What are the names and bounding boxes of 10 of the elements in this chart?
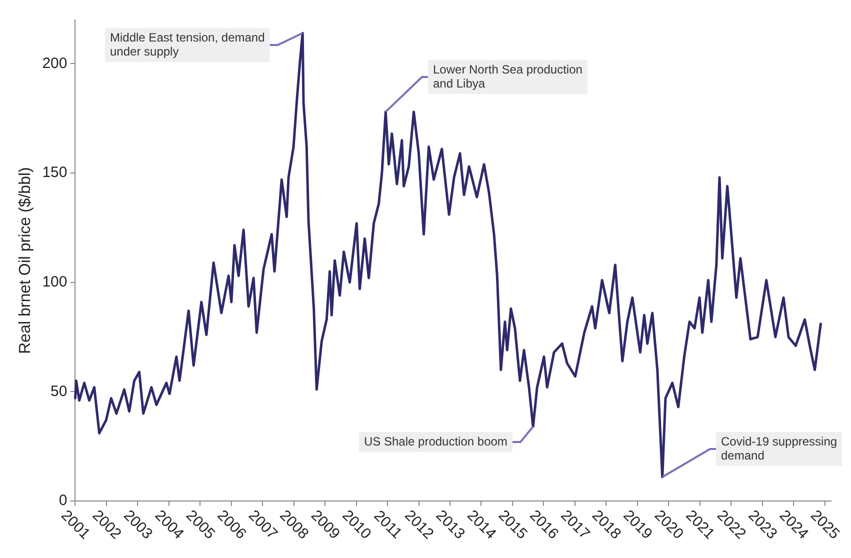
y-tick-label: 150 [42, 164, 68, 182]
y-axis-title: Real brnet Oil price ($/bbl) [17, 167, 34, 354]
y-tick-label: 100 [42, 274, 68, 291]
y-tick-label: 200 [42, 54, 68, 72]
annotation: Lower North Sea production and Libya [433, 62, 582, 90]
annotation: US Shale production boom [364, 434, 508, 448]
y-tick-label: 0 [58, 492, 68, 510]
annotation: Middle East tension, demand under supply [110, 30, 265, 58]
y-tick-label: 50 [50, 382, 68, 400]
annotation: Covid-19 suppressing demand [721, 434, 838, 462]
